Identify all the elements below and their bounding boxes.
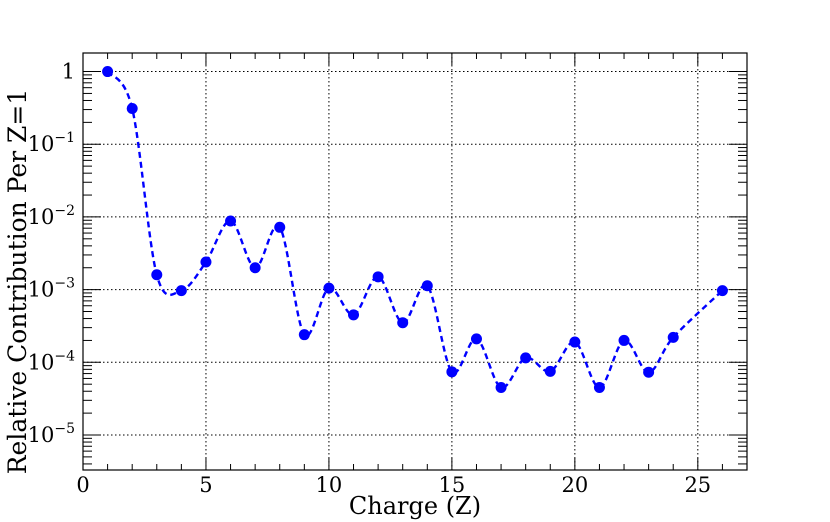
axis-ticks [82,53,748,470]
data-point [274,221,286,233]
data-point [520,352,532,364]
data-point [421,280,433,292]
plot-frame [82,52,748,471]
data-point [593,382,605,394]
data-point [643,366,655,378]
data-point [126,103,138,115]
grid [82,53,747,470]
tick-labels: 0 5 10 15 20 25 1 10−1 10−2 10−3 10−4 10−5 [28,60,712,497]
data-point [446,366,458,378]
data-point [470,333,482,345]
data-point [569,336,581,348]
x-tick-label: 25 [684,473,711,497]
data-point [200,256,212,268]
data-point [495,382,507,394]
data-point [348,309,360,321]
x-axis-title: Charge (Z) [349,492,481,520]
data-point [102,66,114,78]
y-tick-label: 1 [62,60,75,84]
series-layer [102,66,728,394]
x-tick-label: 15 [439,473,466,497]
data-point [175,285,187,297]
data-point [397,317,409,329]
y-axis-title: Relative Contribution Per Z=1 [3,89,32,475]
y-tick-label: 10−5 [28,421,75,447]
x-tick-label: 20 [561,473,588,497]
y-tick-label: 10−4 [28,348,75,374]
y-tick-label: 10−1 [28,130,75,156]
data-point [667,331,679,343]
data-point [298,329,310,341]
data-point [249,262,261,274]
y-tick-label: 10−3 [28,276,75,302]
data-point [716,285,728,297]
x-tick-label: 0 [76,473,89,497]
data-point [225,215,237,227]
data-point [323,282,335,294]
x-tick-label: 5 [199,473,212,497]
data-point [151,269,163,281]
y-tick-label: 10−2 [28,203,75,229]
data-point [618,334,630,346]
data-point [544,365,556,377]
data-point [372,271,384,283]
x-tick-label: 10 [316,473,343,497]
series-line [106,70,724,389]
